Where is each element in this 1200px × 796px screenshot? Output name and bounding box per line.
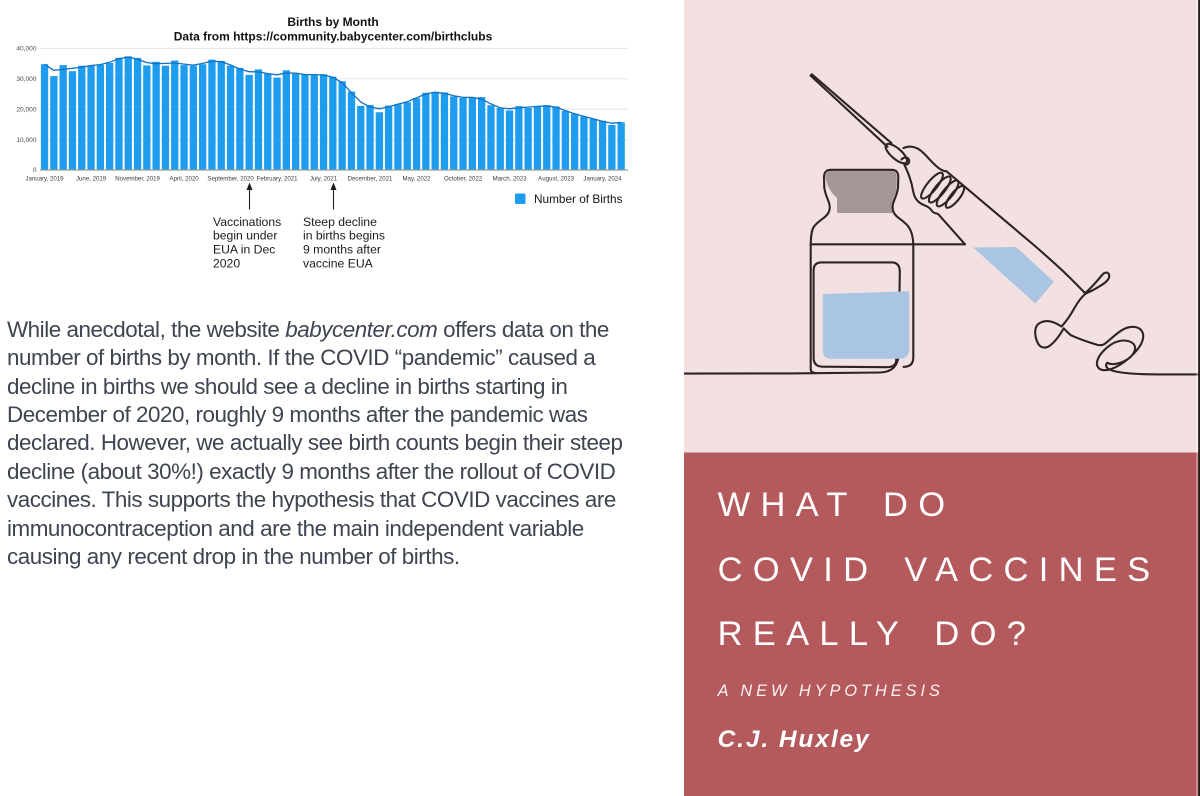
svg-text:Data from https://community.ba: Data from https://community.babycenter.c… — [174, 30, 493, 44]
svg-text:40,000: 40,000 — [16, 46, 37, 53]
svg-text:June, 2019: June, 2019 — [76, 176, 107, 183]
svg-text:20,000: 20,000 — [16, 106, 37, 113]
svg-text:July, 2021: July, 2021 — [310, 176, 338, 183]
svg-text:August, 2023: August, 2023 — [538, 176, 575, 183]
svg-text:Vaccinations: Vaccinations — [213, 215, 281, 229]
svg-text:April, 2020: April, 2020 — [170, 176, 200, 183]
svg-text:2020: 2020 — [213, 257, 240, 271]
svg-text:10,000: 10,000 — [16, 137, 37, 144]
svg-text:January, 2019: January, 2019 — [25, 176, 64, 183]
svg-text:Number of Births: Number of Births — [534, 192, 623, 206]
svg-text:February, 2021: February, 2021 — [257, 176, 298, 183]
svg-text:October, 2022: October, 2022 — [444, 176, 483, 183]
svg-text:Births by Month: Births by Month — [287, 15, 378, 29]
svg-text:March, 2023: March, 2023 — [493, 176, 527, 183]
svg-text:9 months after: 9 months after — [303, 243, 381, 257]
svg-text:begin under: begin under — [213, 229, 277, 243]
svg-text:November, 2019: November, 2019 — [115, 176, 160, 183]
svg-text:September, 2020: September, 2020 — [207, 176, 254, 183]
svg-text:December, 2021: December, 2021 — [348, 176, 393, 183]
svg-text:January, 2024: January, 2024 — [583, 176, 622, 183]
svg-text:Steep decline: Steep decline — [303, 215, 377, 229]
svg-text:30,000: 30,000 — [16, 76, 37, 83]
svg-text:EUA in Dec: EUA in Dec — [213, 243, 275, 257]
svg-text:vaccine EUA: vaccine EUA — [303, 257, 374, 271]
svg-text:in births begins: in births begins — [303, 229, 385, 243]
svg-text:0: 0 — [33, 167, 37, 174]
svg-text:May, 2022: May, 2022 — [402, 176, 431, 183]
